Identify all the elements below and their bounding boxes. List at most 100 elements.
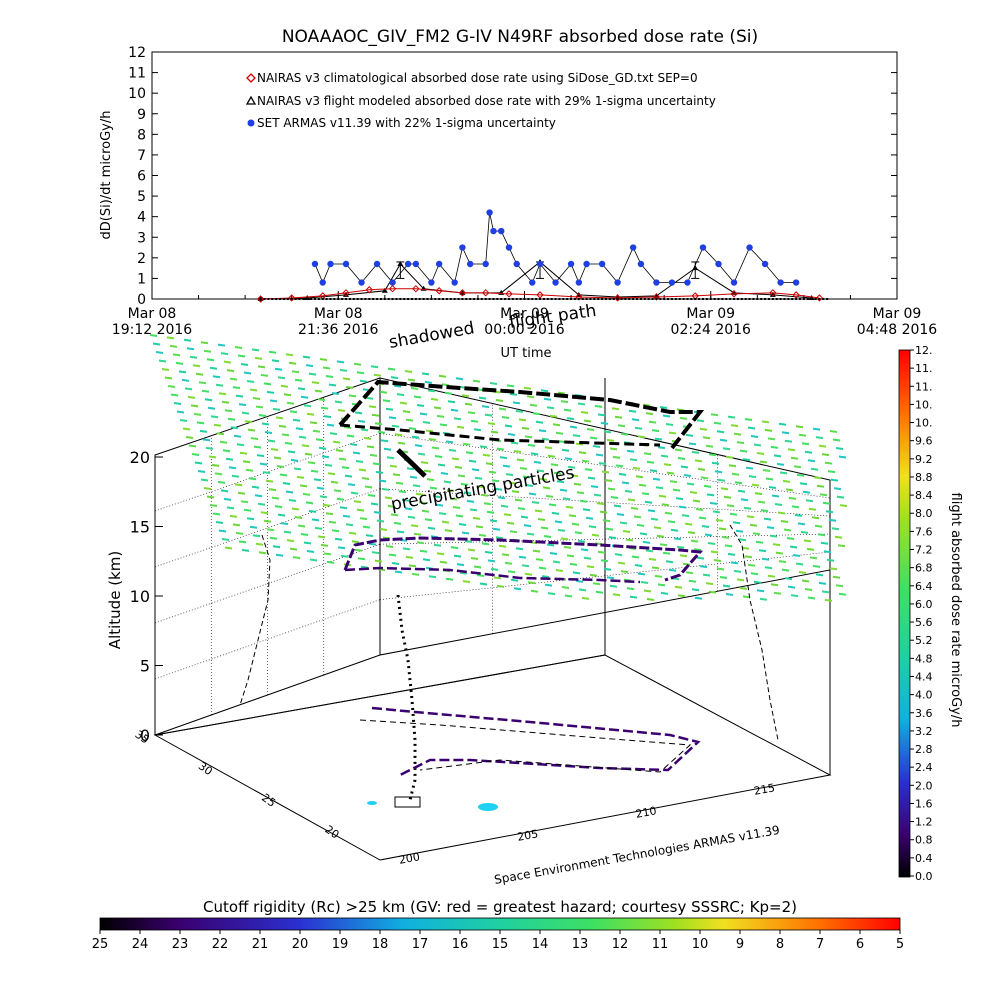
right-colorbar-tick-label: 7.2 <box>915 544 933 557</box>
particle-dash <box>292 556 301 560</box>
particle-dash <box>651 429 660 433</box>
particle-dash <box>577 402 586 406</box>
series-armas-point <box>583 260 590 268</box>
series-baseline-marker <box>670 298 673 300</box>
particle-dash <box>167 385 176 388</box>
series-baseline-marker <box>814 298 817 300</box>
top-y-tick-label: 1 <box>137 271 146 287</box>
particle-dash <box>322 366 331 370</box>
series-baseline-marker <box>636 298 639 300</box>
particle-dash <box>399 401 408 405</box>
particle-dash <box>519 467 528 470</box>
series-armas-point <box>598 260 606 268</box>
particle-dash <box>414 444 423 448</box>
particle-dash <box>478 396 487 400</box>
particle-dash <box>312 429 321 433</box>
right-colorbar-tick-label: 10. <box>915 398 933 411</box>
series-baseline-marker <box>771 298 774 300</box>
particle-dash <box>215 521 224 524</box>
particle-dash <box>421 372 430 376</box>
particle-dash <box>711 461 720 465</box>
particle-dash <box>533 460 542 464</box>
series-baseline-marker <box>403 298 406 300</box>
particle-dash <box>318 446 327 450</box>
series-baseline-marker <box>337 298 340 300</box>
particle-dash <box>675 497 684 501</box>
particle-dash <box>339 506 348 510</box>
top-x-tick-label-date: Mar 09 <box>873 306 922 322</box>
right-colorbar-tick-label: 6.0 <box>915 598 933 611</box>
series-climatological-point <box>730 290 738 298</box>
series-baseline-marker <box>612 298 615 300</box>
particle-dash <box>344 474 353 478</box>
particle-dash <box>706 493 715 497</box>
particle-dash <box>251 348 260 352</box>
particle-dash <box>348 394 357 398</box>
particle-dash <box>242 460 251 464</box>
particle-dash <box>516 458 525 462</box>
series-baseline-marker <box>647 298 650 300</box>
particle-dash <box>489 382 498 385</box>
particle-dash <box>238 540 247 544</box>
series-baseline-marker <box>686 298 689 300</box>
series-baseline-marker <box>756 298 759 300</box>
altitude-tick-label: 0 <box>140 726 150 745</box>
series-baseline-marker <box>775 298 778 300</box>
particle-dash <box>683 474 692 477</box>
particle-dash <box>426 478 435 482</box>
series-baseline-marker <box>531 298 534 300</box>
particle-dash <box>269 399 278 403</box>
particle-dash <box>670 528 679 532</box>
particle-dash <box>364 485 373 489</box>
bottom-colorbar-tick-label: 23 <box>172 937 189 952</box>
particle-dash <box>332 440 341 444</box>
right-colorbar-tick-label: 3.2 <box>915 725 933 738</box>
particle-dash <box>398 490 407 494</box>
particle-dash <box>764 428 773 432</box>
particle-dash <box>461 531 470 535</box>
particle-dash <box>613 504 622 508</box>
particle-dash <box>384 496 393 500</box>
particle-dash <box>428 575 437 579</box>
particle-dash <box>286 539 295 543</box>
series-armas-point <box>428 279 435 286</box>
particle-dash <box>249 388 258 392</box>
series-armas-point <box>319 279 326 286</box>
particle-dash <box>401 498 410 502</box>
particle-dash <box>232 523 241 527</box>
particle-dash <box>813 476 822 480</box>
particle-dash <box>452 506 461 509</box>
particle-dash <box>839 504 848 508</box>
particle-dash <box>241 548 250 552</box>
particle-dash <box>481 405 490 409</box>
series-baseline-marker <box>694 298 697 300</box>
particle-dash <box>824 461 833 465</box>
particle-dash <box>512 401 521 405</box>
bottom-colorbar-tick-label: 14 <box>532 937 549 952</box>
bottom-colorbar-tick-label: 24 <box>132 937 149 952</box>
bottom-colorbar-tick-label: 16 <box>452 937 469 952</box>
particle-dash <box>255 405 264 409</box>
particle-dash <box>337 546 346 550</box>
series-baseline-marker <box>282 298 285 300</box>
particle-dash <box>768 486 777 489</box>
series-baseline-marker <box>504 298 507 300</box>
series-baseline-marker <box>639 298 642 300</box>
particle-dash <box>603 567 612 571</box>
flight-path-top-leg <box>396 448 427 478</box>
particle-dash <box>390 376 399 380</box>
particle-dash <box>361 477 370 480</box>
particle-dash <box>736 578 745 582</box>
particle-dash <box>743 506 752 510</box>
particle-dash <box>650 517 659 521</box>
particle-dash <box>773 591 782 595</box>
particle-dash <box>365 396 374 400</box>
particle-dash <box>229 377 238 381</box>
particle-dash <box>592 582 601 586</box>
particle-dash <box>744 418 753 421</box>
particle-dash <box>314 389 323 393</box>
particle-dash <box>353 362 362 366</box>
particle-dash <box>306 550 315 553</box>
